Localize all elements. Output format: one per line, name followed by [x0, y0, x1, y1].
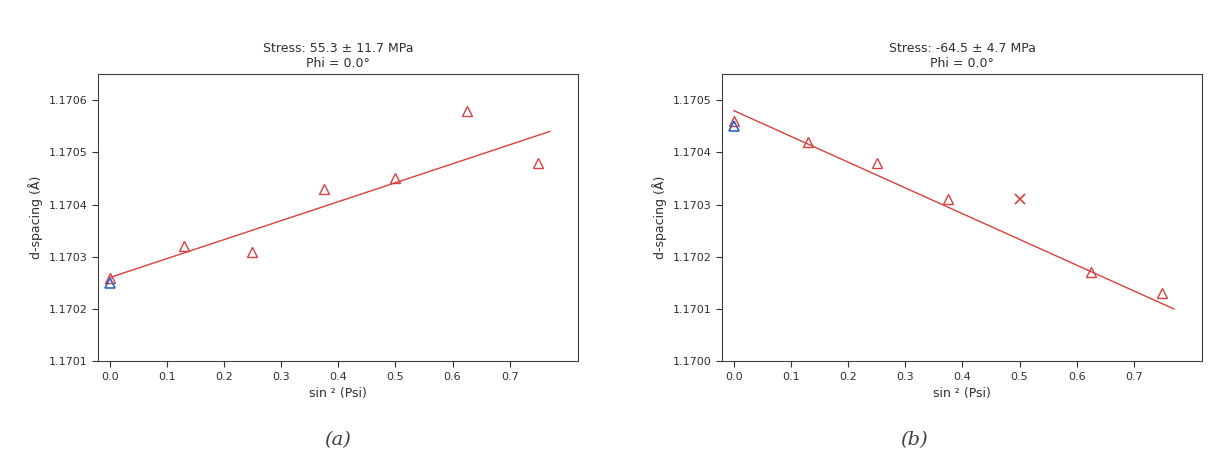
- Y-axis label: d-spacing (Å): d-spacing (Å): [653, 176, 667, 259]
- Y-axis label: d-spacing (Å): d-spacing (Å): [28, 176, 43, 259]
- Text: (a): (a): [324, 431, 351, 449]
- X-axis label: sin ² (Psi): sin ² (Psi): [309, 387, 367, 400]
- Text: (b): (b): [901, 431, 928, 449]
- X-axis label: sin ² (Psi): sin ² (Psi): [934, 387, 991, 400]
- Title: Stress: -64.5 ± 4.7 MPa
Phi = 0.0°: Stress: -64.5 ± 4.7 MPa Phi = 0.0°: [888, 42, 1036, 70]
- Title: Stress: 55.3 ± 11.7 MPa
Phi = 0.0°: Stress: 55.3 ± 11.7 MPa Phi = 0.0°: [263, 42, 413, 70]
